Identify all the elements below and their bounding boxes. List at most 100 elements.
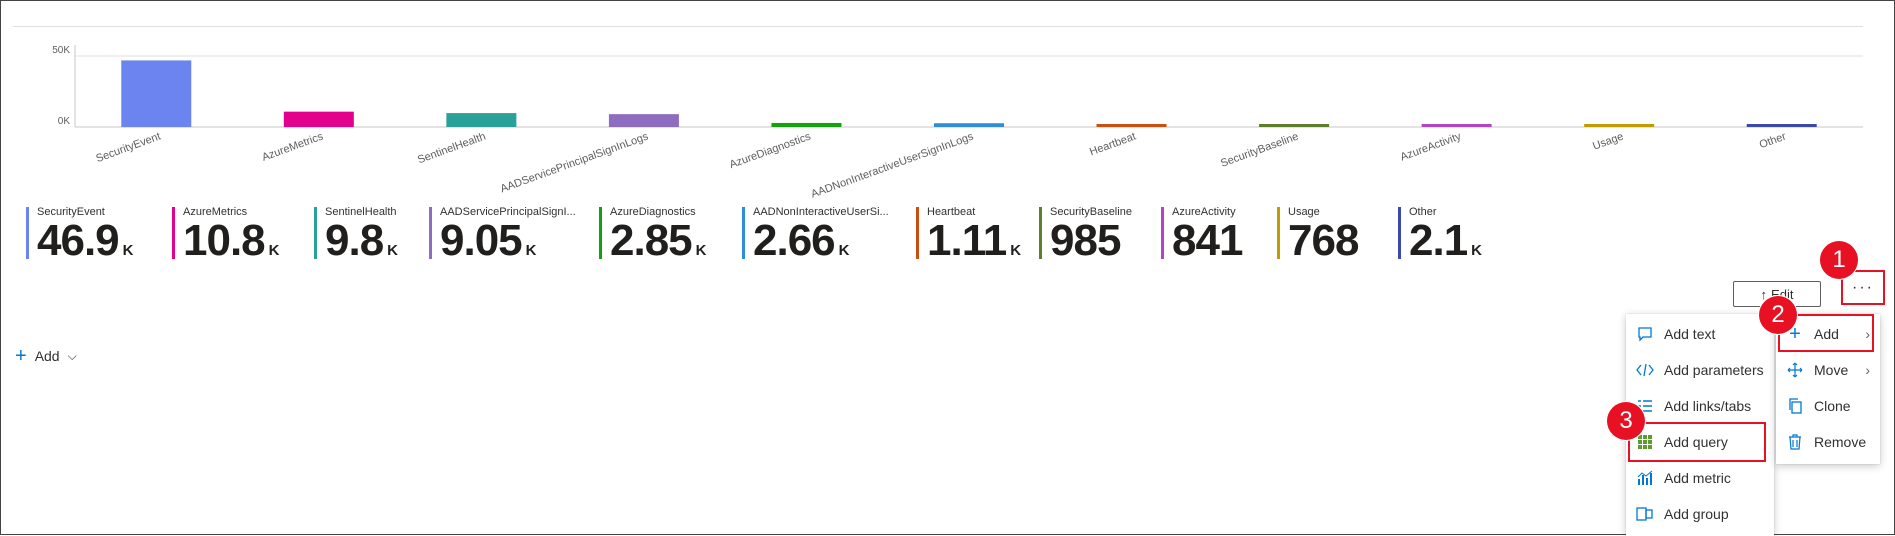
plus-icon: + (1789, 322, 1801, 345)
tile-unit: K (1010, 242, 1022, 259)
tile-color-bar (916, 207, 919, 259)
menu-item-label: Add (1814, 326, 1839, 342)
tile-color-bar (1398, 207, 1401, 259)
bar-AzureMetrics (283, 111, 354, 127)
menu-item-add-links-tabs[interactable]: Add links/tabs (1626, 388, 1774, 424)
bar-AzureDiagnostics (771, 122, 842, 127)
metric-tile: AADNonInteractiveUserSi... 2.66 K (742, 205, 889, 263)
trash-icon (1786, 433, 1804, 451)
top-divider (13, 26, 1863, 27)
menu-item-label: Add group (1664, 506, 1729, 522)
menu-item-label: Add metric (1664, 470, 1731, 486)
tile-value-row: 985 (1050, 219, 1132, 263)
tile-value-row: 46.9 K (37, 219, 133, 273)
tile-unit: K (525, 242, 537, 259)
plus-icon: + (15, 345, 27, 367)
tile-value: 9.05 (440, 216, 523, 265)
tile-value: 985 (1050, 216, 1121, 265)
x-tick-label: AADNonInteractiveUserSignInLogs (809, 130, 975, 200)
tile-value-row: 10.8 K (183, 219, 279, 273)
menu-item-clone[interactable]: Clone (1776, 388, 1880, 424)
tile-unit: K (695, 242, 707, 259)
metric-tile: AzureMetrics 10.8 K (172, 205, 279, 263)
menu-item-label: Clone (1814, 398, 1851, 414)
y-tick-label: 0K (58, 116, 71, 127)
x-tick-label: SecurityBaseline (1219, 131, 1300, 170)
bar-Other (1746, 124, 1817, 127)
tile-color-bar (26, 207, 29, 259)
tile-value: 1.11 (927, 216, 1007, 265)
bar-SecurityEvent (121, 60, 192, 127)
x-tick-label: AADServicePrincipalSignInLogs (499, 130, 651, 195)
add-dropdown-button[interactable]: + Add ⌵ (15, 345, 77, 367)
bar-AzureActivity (1421, 124, 1492, 127)
menu-item-move[interactable]: Move › (1776, 352, 1880, 388)
tile-unit: K (1471, 242, 1483, 259)
menu-item-add-text[interactable]: Add text (1626, 316, 1774, 352)
metric-tile: Other 2.1 K (1398, 205, 1482, 263)
bar-SentinelHealth (446, 113, 517, 127)
tile-color-bar (1277, 207, 1280, 259)
metric-tile: AADServicePrincipalSignI... 9.05 K (429, 205, 576, 263)
metric-chart-icon (1636, 469, 1654, 487)
chevron-right-icon: › (1865, 326, 1870, 342)
tile-value: 10.8 (183, 216, 266, 265)
bar-SecurityBaseline (1259, 124, 1330, 127)
menu-item-label: Add parameters (1664, 362, 1764, 378)
add-submenu: Add text Add parameters Add links/tabs A… (1626, 314, 1774, 536)
menu-item-add-parameters[interactable]: Add parameters (1626, 352, 1774, 388)
tile-value: 768 (1288, 216, 1359, 265)
tile-value: 9.8 (325, 216, 384, 265)
x-tick-label: SecurityEvent (94, 131, 162, 165)
tile-value: 46.9 (37, 216, 120, 265)
group-icon (1636, 505, 1654, 523)
tile-unit: K (122, 242, 134, 259)
x-tick-label: Other (1758, 130, 1788, 151)
bar-AADServicePrincipalSignInLogs (608, 114, 679, 127)
list-icon (1636, 397, 1654, 415)
x-tick-label: SentinelHealth (416, 131, 487, 167)
add-label: Add (34, 348, 60, 364)
grid-icon (1636, 433, 1654, 451)
menu-item-add-query[interactable]: Add query (1626, 424, 1774, 460)
tile-color-bar (1161, 207, 1164, 259)
x-tick-label: Usage (1591, 131, 1625, 153)
tile-color-bar (314, 207, 317, 259)
tile-color-bar (742, 207, 745, 259)
bar-chart: 50K 0K SecurityEvent AzureMetrics SentinelH… (52, 45, 1863, 201)
tile-value: 2.85 (610, 216, 693, 265)
tile-value-row: 2.85 K (610, 219, 706, 273)
bar-Heartbeat (1096, 124, 1167, 127)
bar-Usage (1584, 124, 1655, 127)
tile-value: 841 (1172, 216, 1243, 265)
tile-value-row: 841 (1172, 216, 1243, 265)
tile-value-row: 768 (1288, 216, 1359, 265)
tile-value-row: 1.11 K (927, 219, 1021, 273)
menu-item-label: Add links/tabs (1664, 398, 1752, 414)
tile-value-row: 9.05 K (440, 219, 576, 273)
tile-value-row: 2.1 K (1409, 219, 1482, 273)
metric-tile: SentinelHealth 9.8 K (314, 205, 398, 263)
callout-badge-1: 1 (1820, 241, 1858, 279)
x-tick-label: AzureActivity (1399, 130, 1463, 163)
menu-item-add[interactable]: + Add › (1776, 316, 1880, 352)
menu-item-add-group[interactable]: Add group (1626, 496, 1774, 532)
metric-tile: Heartbeat 1.11 K (916, 205, 1021, 263)
callout-badge-3: 3 (1607, 402, 1645, 440)
bar-AADNonInteractiveUserSignInLogs (934, 123, 1004, 127)
metric-tile: AzureDiagnostics 2.85 K (599, 205, 706, 263)
copy-icon (1786, 397, 1804, 415)
more-options-button[interactable]: ··· (1841, 270, 1885, 305)
code-icon (1636, 361, 1654, 379)
x-axis-labels: SecurityEvent AzureMetrics SentinelHealth A… (94, 130, 1788, 200)
context-menu: + Add › Move › Clone Remove (1776, 314, 1880, 464)
menu-item-label: Remove (1814, 434, 1867, 450)
tile-value: 2.1 (1409, 216, 1468, 265)
menu-item-remove[interactable]: Remove (1776, 424, 1880, 460)
metric-tile: Usage 768 (1277, 205, 1359, 265)
menu-item-add-metric[interactable]: Add metric (1626, 460, 1774, 496)
tile-value: 2.66 (753, 216, 836, 265)
move-arrows-icon (1786, 361, 1804, 379)
tile-unit: K (838, 242, 850, 259)
tile-value-row: 2.66 K (753, 219, 889, 273)
